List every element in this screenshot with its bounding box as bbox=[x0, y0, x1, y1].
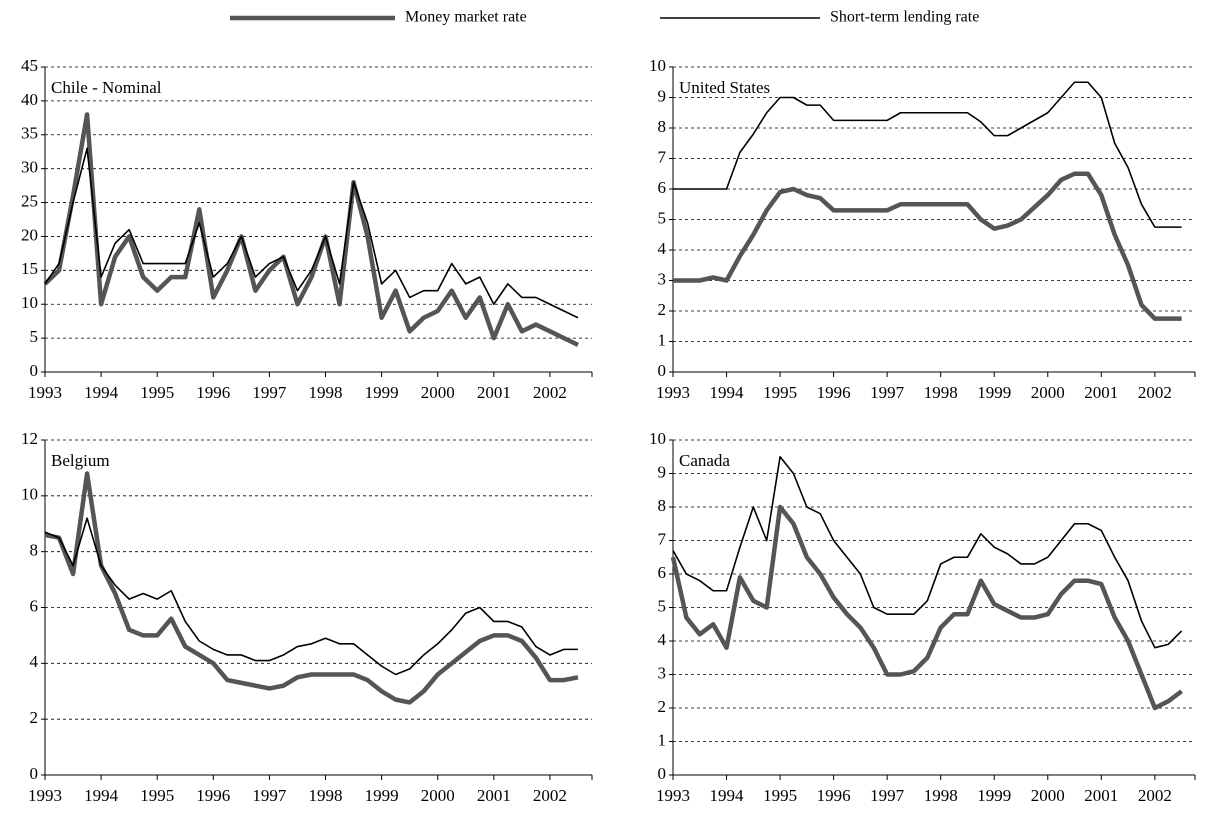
y-tick-label: 10 bbox=[21, 485, 38, 504]
y-tick-label: 5 bbox=[658, 596, 667, 615]
x-tick-label: 2002 bbox=[1138, 786, 1172, 805]
x-tick-label: 1993 bbox=[656, 786, 690, 805]
x-tick-label: 1994 bbox=[710, 786, 745, 805]
y-tick-label: 3 bbox=[658, 269, 667, 288]
series-line bbox=[670, 504, 1183, 711]
y-tick-label: 9 bbox=[658, 462, 667, 481]
series-line bbox=[673, 171, 1182, 321]
legend-label: Short-term lending rate bbox=[830, 9, 979, 26]
y-tick-label: 4 bbox=[30, 652, 39, 671]
legend-label: Money market rate bbox=[405, 9, 527, 26]
y-tick-label: 5 bbox=[658, 208, 667, 227]
y-tick-label: 2 bbox=[658, 300, 667, 319]
x-tick-label: 1999 bbox=[977, 383, 1011, 402]
x-tick-label: 1993 bbox=[28, 786, 62, 805]
x-tick-label: 1993 bbox=[28, 383, 62, 402]
series-line bbox=[44, 471, 579, 705]
x-tick-label: 1996 bbox=[817, 383, 851, 402]
y-tick-label: 4 bbox=[658, 239, 667, 258]
x-tick-label: 1997 bbox=[870, 786, 905, 805]
series-line bbox=[44, 517, 578, 676]
x-tick-label: 1995 bbox=[763, 383, 797, 402]
x-tick-label: 2002 bbox=[1138, 383, 1172, 402]
x-tick-label: 1998 bbox=[924, 786, 958, 805]
x-tick-label: 2002 bbox=[533, 383, 567, 402]
y-tick-label: 0 bbox=[30, 764, 39, 783]
x-tick-label: 1994 bbox=[84, 786, 119, 805]
y-tick-label: 20 bbox=[21, 225, 38, 244]
y-tick-label: 6 bbox=[658, 563, 667, 582]
y-tick-label: 35 bbox=[21, 124, 38, 143]
x-tick-label: 2000 bbox=[1031, 383, 1065, 402]
y-tick-label: 2 bbox=[30, 708, 39, 727]
x-tick-label: 1997 bbox=[252, 786, 287, 805]
x-tick-label: 2001 bbox=[1084, 383, 1118, 402]
panel-title: Chile - Nominal bbox=[51, 78, 162, 97]
x-tick-label: 2001 bbox=[477, 383, 511, 402]
y-tick-label: 7 bbox=[658, 529, 667, 548]
panel-title: Canada bbox=[679, 451, 730, 470]
series-line bbox=[673, 81, 1182, 228]
y-tick-label: 6 bbox=[658, 178, 667, 197]
y-tick-label: 7 bbox=[658, 147, 667, 166]
y-tick-label: 15 bbox=[21, 259, 38, 278]
x-tick-label: 2002 bbox=[533, 786, 567, 805]
series-line bbox=[672, 455, 1183, 649]
y-tick-label: 3 bbox=[658, 663, 667, 682]
x-tick-label: 2001 bbox=[477, 786, 511, 805]
y-tick-label: 8 bbox=[658, 496, 667, 515]
y-tick-label: 8 bbox=[658, 117, 667, 136]
y-tick-label: 0 bbox=[658, 764, 667, 783]
x-tick-label: 2000 bbox=[421, 786, 455, 805]
y-tick-label: 1 bbox=[658, 730, 667, 749]
x-tick-label: 1998 bbox=[309, 786, 343, 805]
y-tick-label: 25 bbox=[21, 191, 38, 210]
y-tick-label: 10 bbox=[649, 429, 666, 448]
y-tick-label: 40 bbox=[21, 90, 38, 109]
x-tick-label: 1999 bbox=[365, 786, 399, 805]
x-tick-label: 2000 bbox=[421, 383, 455, 402]
x-tick-label: 1996 bbox=[196, 383, 230, 402]
x-tick-label: 1993 bbox=[656, 383, 690, 402]
y-tick-label: 45 bbox=[21, 56, 38, 75]
x-tick-label: 1999 bbox=[977, 786, 1011, 805]
x-tick-label: 1999 bbox=[365, 383, 399, 402]
x-tick-label: 1996 bbox=[817, 786, 851, 805]
panel-title: United States bbox=[679, 78, 770, 97]
x-tick-label: 1994 bbox=[710, 383, 745, 402]
y-tick-label: 30 bbox=[21, 158, 38, 177]
x-tick-label: 1994 bbox=[84, 383, 119, 402]
y-tick-label: 12 bbox=[21, 429, 38, 448]
y-tick-label: 10 bbox=[649, 56, 666, 75]
y-tick-label: 0 bbox=[658, 361, 667, 380]
y-tick-label: 2 bbox=[658, 697, 667, 716]
x-tick-label: 1998 bbox=[924, 383, 958, 402]
y-tick-label: 1 bbox=[658, 330, 667, 349]
x-tick-label: 2000 bbox=[1031, 786, 1065, 805]
y-tick-label: 10 bbox=[21, 293, 38, 312]
y-tick-label: 9 bbox=[658, 86, 667, 105]
x-tick-label: 1996 bbox=[196, 786, 230, 805]
y-tick-label: 4 bbox=[658, 630, 667, 649]
y-tick-label: 5 bbox=[30, 327, 39, 346]
x-tick-label: 1997 bbox=[870, 383, 905, 402]
series-line bbox=[43, 112, 579, 347]
y-tick-label: 8 bbox=[30, 541, 39, 560]
x-tick-label: 1997 bbox=[252, 383, 287, 402]
x-tick-label: 1998 bbox=[309, 383, 343, 402]
series-line bbox=[44, 147, 579, 319]
y-tick-label: 0 bbox=[30, 361, 39, 380]
x-tick-label: 2001 bbox=[1084, 786, 1118, 805]
x-tick-label: 1995 bbox=[763, 786, 797, 805]
x-tick-label: 1995 bbox=[140, 383, 174, 402]
panel-title: Belgium bbox=[51, 451, 110, 470]
y-tick-label: 6 bbox=[30, 596, 39, 615]
x-tick-label: 1995 bbox=[140, 786, 174, 805]
